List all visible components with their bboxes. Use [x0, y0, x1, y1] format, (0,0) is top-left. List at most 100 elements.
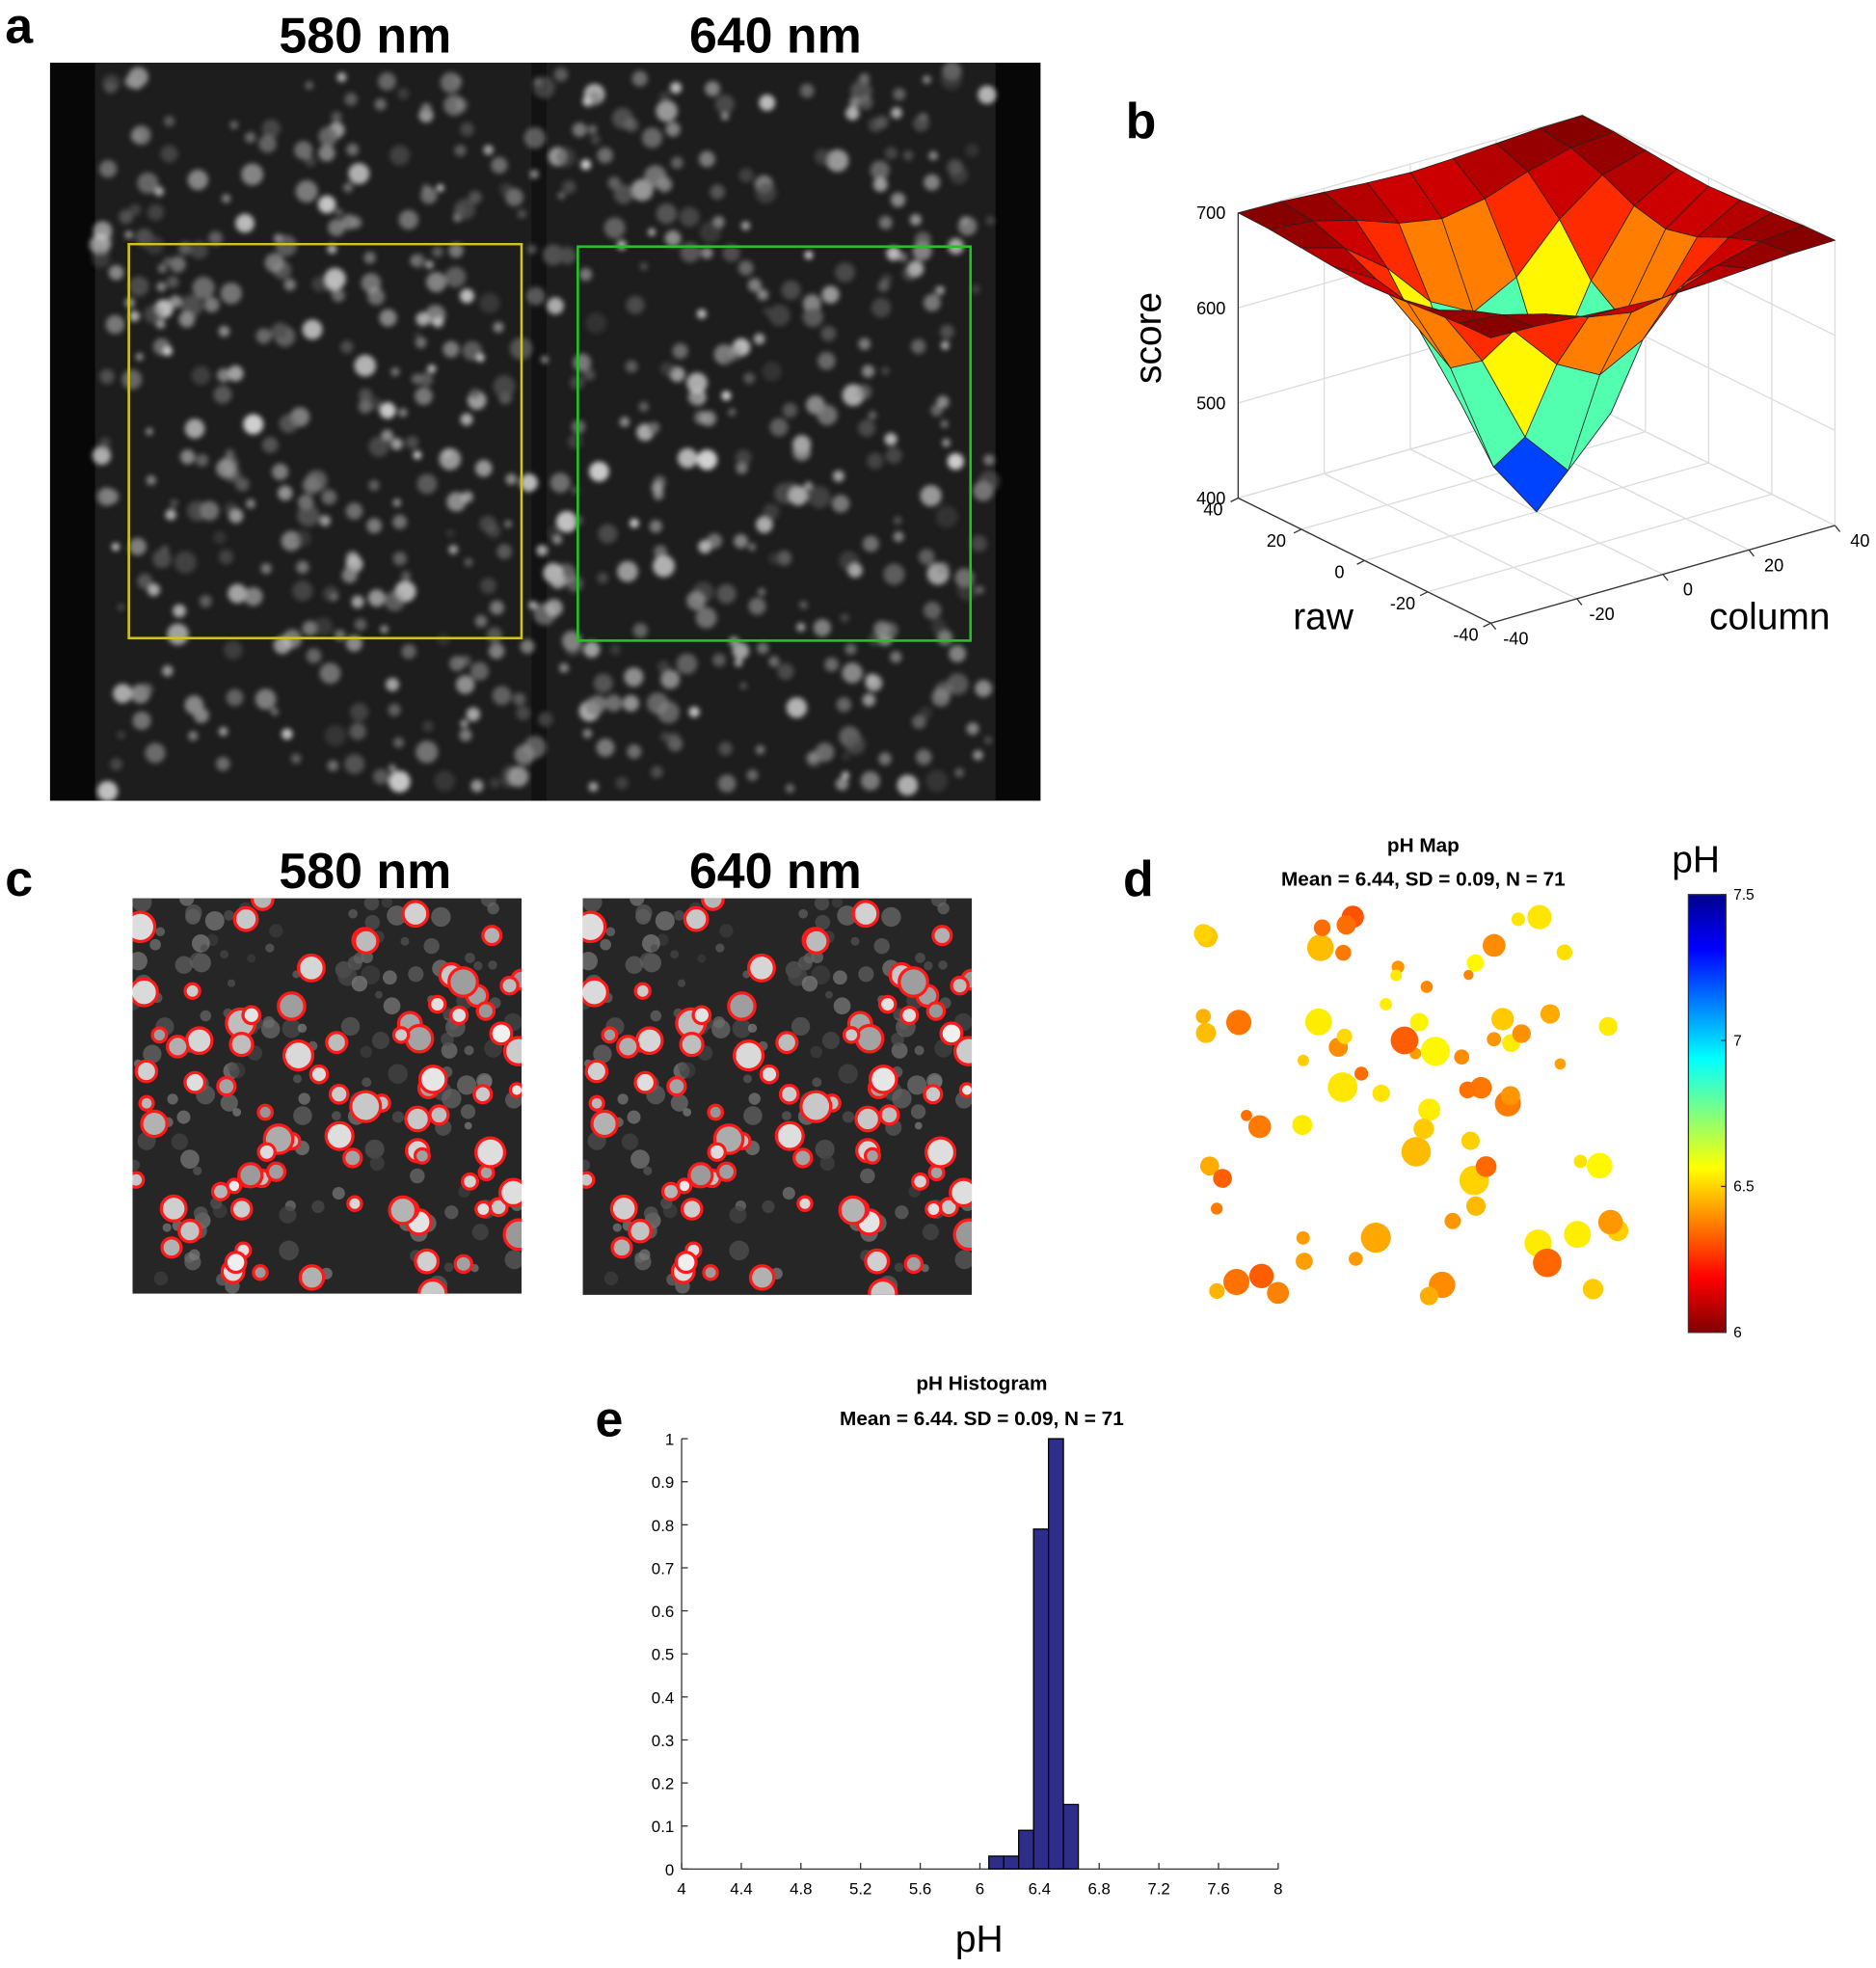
cell — [188, 1249, 201, 1261]
cell — [363, 898, 380, 911]
cell — [957, 216, 978, 236]
colorbar-tick-label: 6.5 — [1733, 1179, 1755, 1196]
tick — [1834, 525, 1841, 532]
y-tick-label: 0.6 — [652, 1603, 674, 1621]
cell — [836, 696, 852, 713]
cell — [762, 1200, 775, 1214]
cell — [801, 975, 818, 992]
cell — [858, 95, 873, 110]
cell-outline — [224, 1251, 248, 1275]
cell — [776, 551, 792, 566]
cell — [886, 246, 901, 261]
x-tick-label: -40 — [1503, 629, 1528, 648]
cell — [603, 1271, 619, 1286]
cell — [281, 1018, 302, 1038]
cell — [582, 1159, 591, 1172]
y-tick-label: 20 — [1267, 531, 1286, 551]
cell — [714, 94, 735, 115]
y-axis-label: raw — [1293, 597, 1354, 638]
cell — [128, 276, 149, 297]
cell — [364, 1139, 385, 1159]
cell — [292, 580, 313, 602]
cell — [978, 85, 997, 104]
cell — [1597, 1209, 1623, 1235]
cell — [368, 436, 389, 457]
cell — [1500, 1086, 1520, 1106]
x-tick-label: -20 — [1589, 605, 1614, 624]
cell — [1420, 981, 1434, 993]
cell-outline — [228, 1032, 255, 1058]
cell — [747, 543, 757, 552]
cell — [113, 684, 133, 704]
cell-outline — [499, 975, 520, 996]
cell — [844, 734, 866, 755]
cell — [667, 732, 681, 745]
cell — [420, 187, 438, 204]
cell — [842, 662, 863, 684]
cell — [970, 535, 987, 553]
cell — [305, 156, 316, 168]
cell — [98, 159, 118, 178]
cell-outline — [461, 1172, 480, 1191]
cell — [305, 81, 314, 91]
cell — [755, 181, 777, 204]
cell — [351, 595, 364, 608]
cell — [545, 599, 563, 617]
colorbar-label: pH — [1672, 839, 1720, 880]
cell — [804, 251, 814, 260]
cell — [111, 542, 121, 552]
y-tick-label: -20 — [1390, 594, 1415, 613]
cell-outline — [160, 1236, 183, 1259]
cell — [657, 660, 670, 673]
cell — [311, 1200, 325, 1214]
cell — [526, 286, 546, 306]
cell — [1313, 919, 1331, 936]
cell — [659, 91, 670, 102]
segmented-cells — [582, 898, 973, 1295]
cell — [821, 285, 840, 304]
cell — [639, 262, 648, 271]
cell-outline — [792, 1147, 814, 1169]
cell — [893, 88, 906, 101]
cell — [397, 88, 410, 100]
cell — [884, 432, 898, 446]
cell-outline — [481, 925, 503, 947]
cell-outline — [138, 1094, 155, 1112]
cell — [973, 749, 983, 761]
cell — [227, 1062, 237, 1072]
cell — [867, 452, 884, 470]
cell-outline — [342, 1147, 363, 1169]
cell — [624, 667, 644, 687]
cell — [215, 458, 235, 478]
cell-outline — [666, 1075, 687, 1097]
cell-outline — [628, 1218, 653, 1244]
y-tick-label: 0 — [1334, 563, 1344, 582]
colorbar — [1687, 894, 1727, 1334]
cell-outline — [502, 1036, 522, 1066]
cell-outline — [633, 982, 652, 1000]
cell — [985, 216, 995, 226]
cell — [453, 76, 463, 86]
cell — [555, 510, 578, 533]
cell — [588, 781, 599, 793]
cell — [146, 474, 156, 486]
cell — [833, 970, 847, 985]
cell — [173, 604, 186, 618]
cell — [582, 95, 593, 106]
cell — [165, 509, 176, 521]
cell — [176, 1110, 191, 1124]
cell-outline — [417, 1065, 448, 1094]
cell-outline — [868, 1278, 898, 1295]
cell — [630, 898, 645, 906]
cell — [646, 692, 669, 714]
cell-outline — [388, 1195, 418, 1226]
cell — [909, 213, 922, 227]
cell — [753, 333, 765, 345]
cell — [196, 453, 209, 467]
cell — [470, 779, 484, 793]
cell — [777, 662, 794, 681]
cell — [924, 174, 941, 191]
cell — [391, 1111, 405, 1123]
cell — [931, 619, 947, 635]
segmented-cells — [132, 898, 522, 1294]
